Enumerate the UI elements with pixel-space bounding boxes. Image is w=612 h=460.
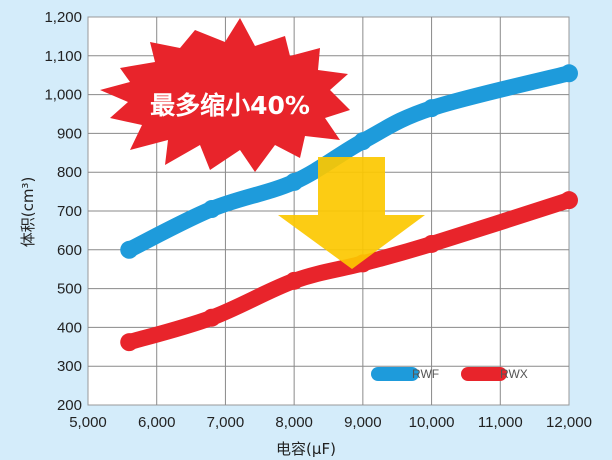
x-tick-label: 10,000 xyxy=(409,414,455,431)
data-point-rwf xyxy=(422,99,441,118)
y-tick-label: 700 xyxy=(57,203,82,220)
data-point-rwx xyxy=(285,271,304,290)
data-point-rwx xyxy=(202,308,221,327)
y-tick-label: 300 xyxy=(57,358,82,375)
series-layer xyxy=(120,64,578,352)
data-point-rwf xyxy=(202,200,221,219)
x-tick-label: 6,000 xyxy=(138,414,176,431)
data-point-rwx xyxy=(560,191,578,210)
x-tick-label: 7,000 xyxy=(207,414,245,431)
y-tick-label: 1,100 xyxy=(44,48,82,65)
y-tick-label: 1,200 xyxy=(44,9,82,26)
data-point-rwf xyxy=(560,64,578,83)
y-tick-label: 500 xyxy=(57,281,82,298)
legend: RWF RWX xyxy=(371,367,528,381)
y-tick-label: 600 xyxy=(57,242,82,259)
y-tick-label: 200 xyxy=(57,397,82,414)
x-tick-label: 11,000 xyxy=(478,414,523,431)
callout-burst: 最多缩小40% xyxy=(100,18,350,172)
callout-starburst xyxy=(100,18,350,172)
legend-label-rwf: RWF xyxy=(412,367,439,381)
y-tick-label: 1,000 xyxy=(44,87,82,104)
y-tick-label: 400 xyxy=(57,319,82,336)
x-tick-label: 12,000 xyxy=(546,414,592,431)
y-axis-label: 体积(cm³) xyxy=(19,177,37,248)
y-tick-label: 800 xyxy=(57,164,82,181)
reduction-arrow xyxy=(278,157,425,269)
y-tick-labels: 200 300 400 500 600 700 800 900 1,000 1,100 1,200 xyxy=(44,9,82,414)
data-point-rwx xyxy=(120,333,139,352)
data-point-rwf xyxy=(120,240,139,259)
x-axis-label: 电容(μF) xyxy=(276,440,336,458)
x-tick-label: 9,000 xyxy=(344,414,382,431)
x-tick-labels: 5,000 6,000 7,000 8,000 9,000 10,000 11,000 12,… xyxy=(69,414,592,431)
y-tick-label: 900 xyxy=(57,125,82,142)
x-tick-label: 5,000 xyxy=(69,414,107,431)
callout-text: 最多缩小40% xyxy=(150,91,310,120)
data-point-rwx xyxy=(422,234,441,253)
data-point-rwf xyxy=(353,132,372,151)
data-point-rwf xyxy=(285,172,304,191)
legend-label-rwx: RWX xyxy=(500,367,528,381)
x-tick-label: 8,000 xyxy=(275,414,313,431)
